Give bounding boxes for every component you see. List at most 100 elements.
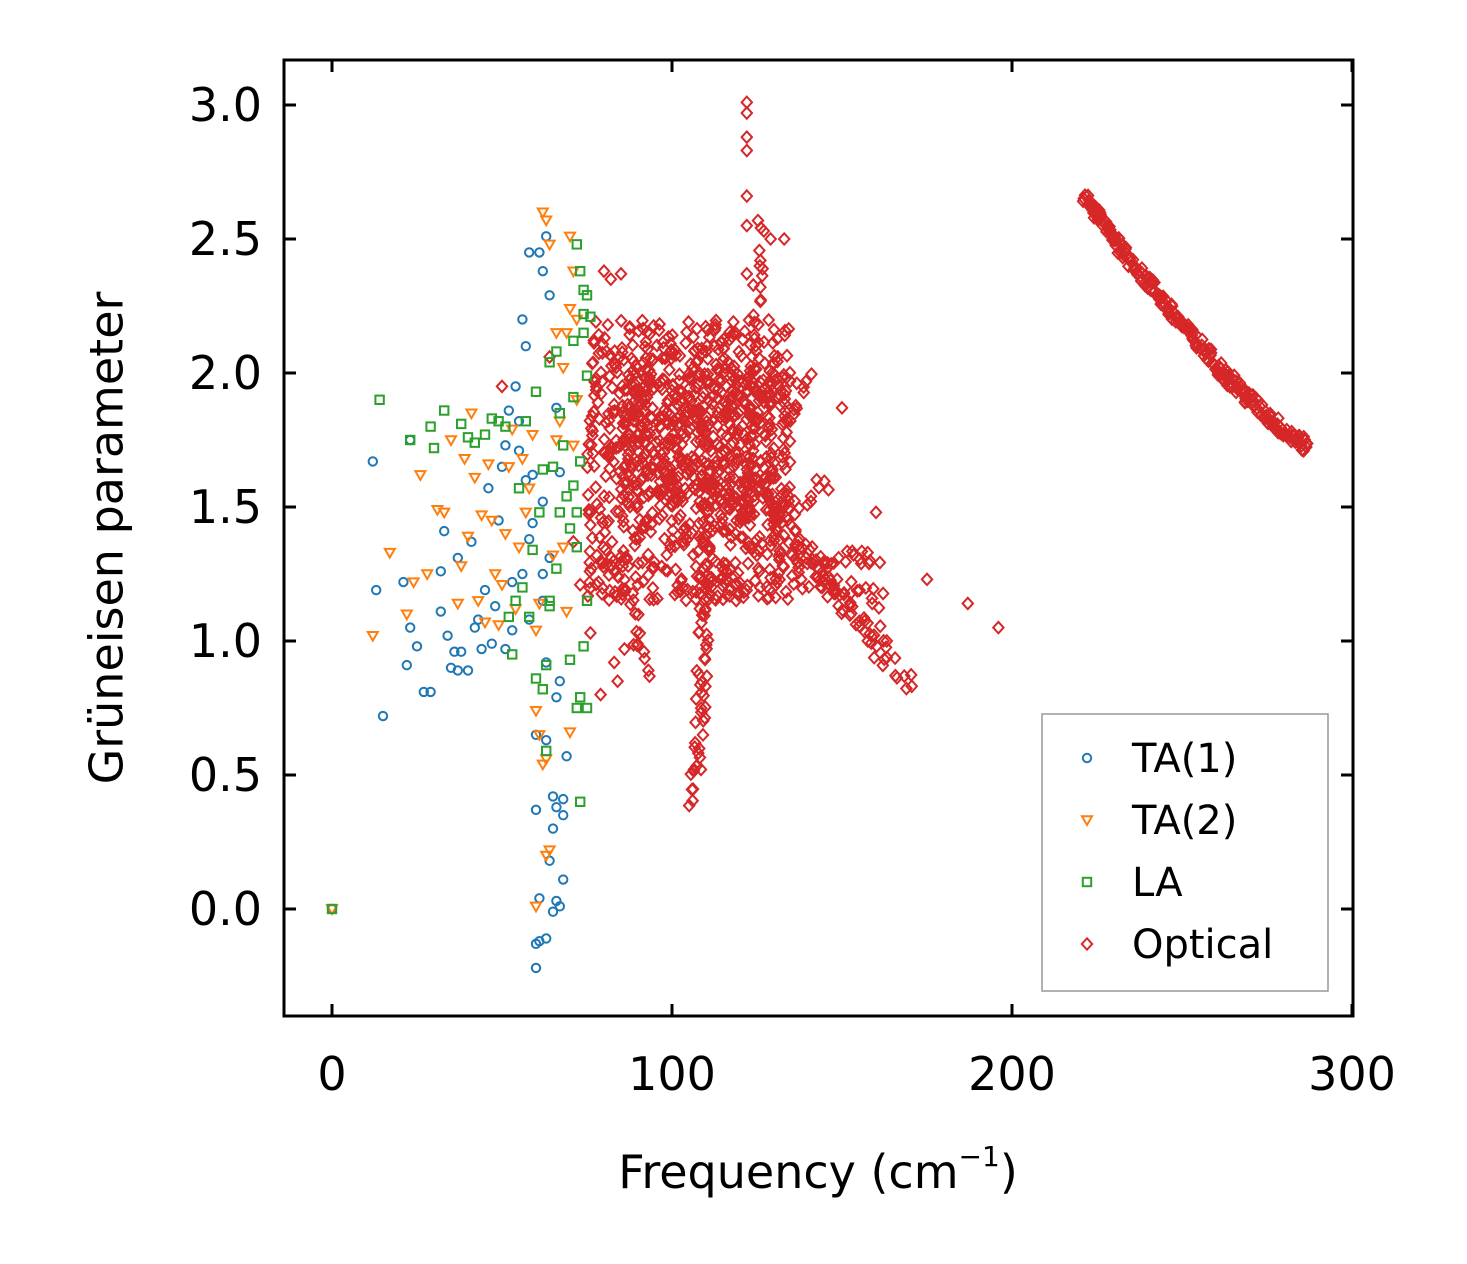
data-point-circle (537, 568, 548, 580)
data-point-circle (435, 566, 446, 577)
data-point-diamond (688, 482, 702, 497)
data-point-diamond (645, 410, 659, 425)
data-point-diamond (728, 472, 742, 487)
data-point-diamond (693, 750, 707, 765)
data-point-diamond (767, 348, 781, 363)
data-point-diamond (1299, 436, 1314, 451)
data-point-diamond (845, 544, 859, 559)
data-point-diamond (835, 400, 849, 416)
data-point-circle (401, 659, 412, 671)
data-point-circle (541, 933, 552, 944)
data-point-diamond (767, 455, 781, 470)
data-point-circle (517, 314, 528, 325)
data-point-circle (507, 576, 518, 588)
data-point-diamond (682, 366, 696, 381)
data-point-diamond (701, 503, 716, 519)
plot-frame (282, 58, 1355, 1018)
data-point-diamond (751, 387, 765, 402)
data-point-diamond (769, 571, 783, 587)
data-point-diamond (713, 439, 727, 454)
data-point-diamond (753, 280, 767, 295)
data-point-square (500, 421, 511, 432)
data-point-triangle (413, 470, 428, 482)
data-point-diamond (667, 483, 682, 499)
data-point-diamond (692, 444, 706, 459)
x-tick-label: 200 (968, 1047, 1056, 1101)
data-point-diamond (608, 357, 622, 372)
data-point-diamond (866, 581, 880, 597)
data-point-diamond (653, 374, 668, 389)
data-point-diamond (728, 555, 742, 570)
data-point-square (537, 464, 548, 475)
data-point-diamond (646, 580, 660, 596)
data-point-diamond (665, 383, 679, 398)
data-point-diamond (746, 308, 761, 323)
data-point-diamond (746, 277, 760, 293)
data-point-diamond (750, 547, 764, 563)
data-point-diamond (762, 582, 776, 597)
data-point-diamond (726, 326, 740, 341)
series-ta-2- (325, 207, 584, 917)
data-point-diamond (672, 367, 687, 382)
data-point-square (520, 416, 531, 427)
data-point-circle (541, 734, 552, 746)
data-point-diamond (799, 374, 813, 389)
data-point-diamond (688, 715, 703, 730)
data-point-diamond (804, 366, 819, 382)
data-point-diamond (702, 512, 716, 527)
data-point-diamond (762, 410, 776, 425)
data-point-diamond (654, 446, 668, 461)
data-point-diamond (611, 674, 625, 689)
data-point-diamond (662, 362, 676, 377)
data-point-diamond (583, 555, 597, 570)
data-point-triangle (464, 408, 479, 421)
data-point-diamond (605, 534, 619, 550)
data-point-diamond (920, 572, 934, 587)
data-point-diamond (692, 368, 706, 384)
data-point-diamond (618, 584, 632, 599)
data-point-diamond (632, 384, 646, 399)
data-point-diamond (753, 416, 767, 431)
data-point-circle (527, 469, 538, 481)
x-tick-label: 300 (1308, 1047, 1396, 1101)
data-point-diamond (741, 499, 755, 515)
data-point-diamond (618, 581, 632, 597)
data-point-diamond (719, 523, 733, 539)
data-point-diamond (779, 483, 794, 498)
data-point-circle (534, 247, 545, 258)
data-point-square (374, 394, 385, 406)
data-point-diamond (660, 396, 674, 411)
data-point-diamond (643, 484, 657, 499)
data-point-diamond (805, 539, 819, 555)
data-point-diamond (777, 496, 791, 511)
data-point-diamond (751, 317, 765, 332)
legend-marker-triangle (1080, 815, 1094, 828)
data-point-diamond (749, 338, 763, 354)
data-point-diamond (581, 487, 595, 502)
data-point-diamond (873, 618, 887, 634)
data-point-diamond (764, 231, 778, 247)
data-point-diamond (647, 380, 661, 396)
data-point-diamond (688, 343, 702, 358)
data-point-diamond (612, 504, 626, 519)
data-point-square (537, 684, 548, 695)
data-point-circle (530, 804, 542, 816)
data-point-diamond (773, 546, 787, 561)
data-point-diamond (750, 411, 764, 426)
data-point-diamond (723, 324, 737, 340)
data-point-diamond (584, 421, 598, 436)
data-point-diamond (631, 556, 645, 571)
data-point-diamond (702, 577, 716, 593)
data-point-diamond (629, 624, 644, 639)
data-point-diamond (641, 547, 655, 562)
data-point-circle (537, 595, 548, 606)
data-point-diamond (655, 350, 669, 366)
data-point-diamond (661, 416, 675, 432)
data-point-diamond (747, 361, 761, 376)
data-point-triangle (522, 483, 536, 496)
data-point-diamond (767, 441, 781, 456)
data-point-diamond (697, 385, 711, 400)
data-point-triangle (542, 845, 557, 858)
data-point-square (575, 796, 586, 807)
data-point-diamond (873, 555, 887, 570)
